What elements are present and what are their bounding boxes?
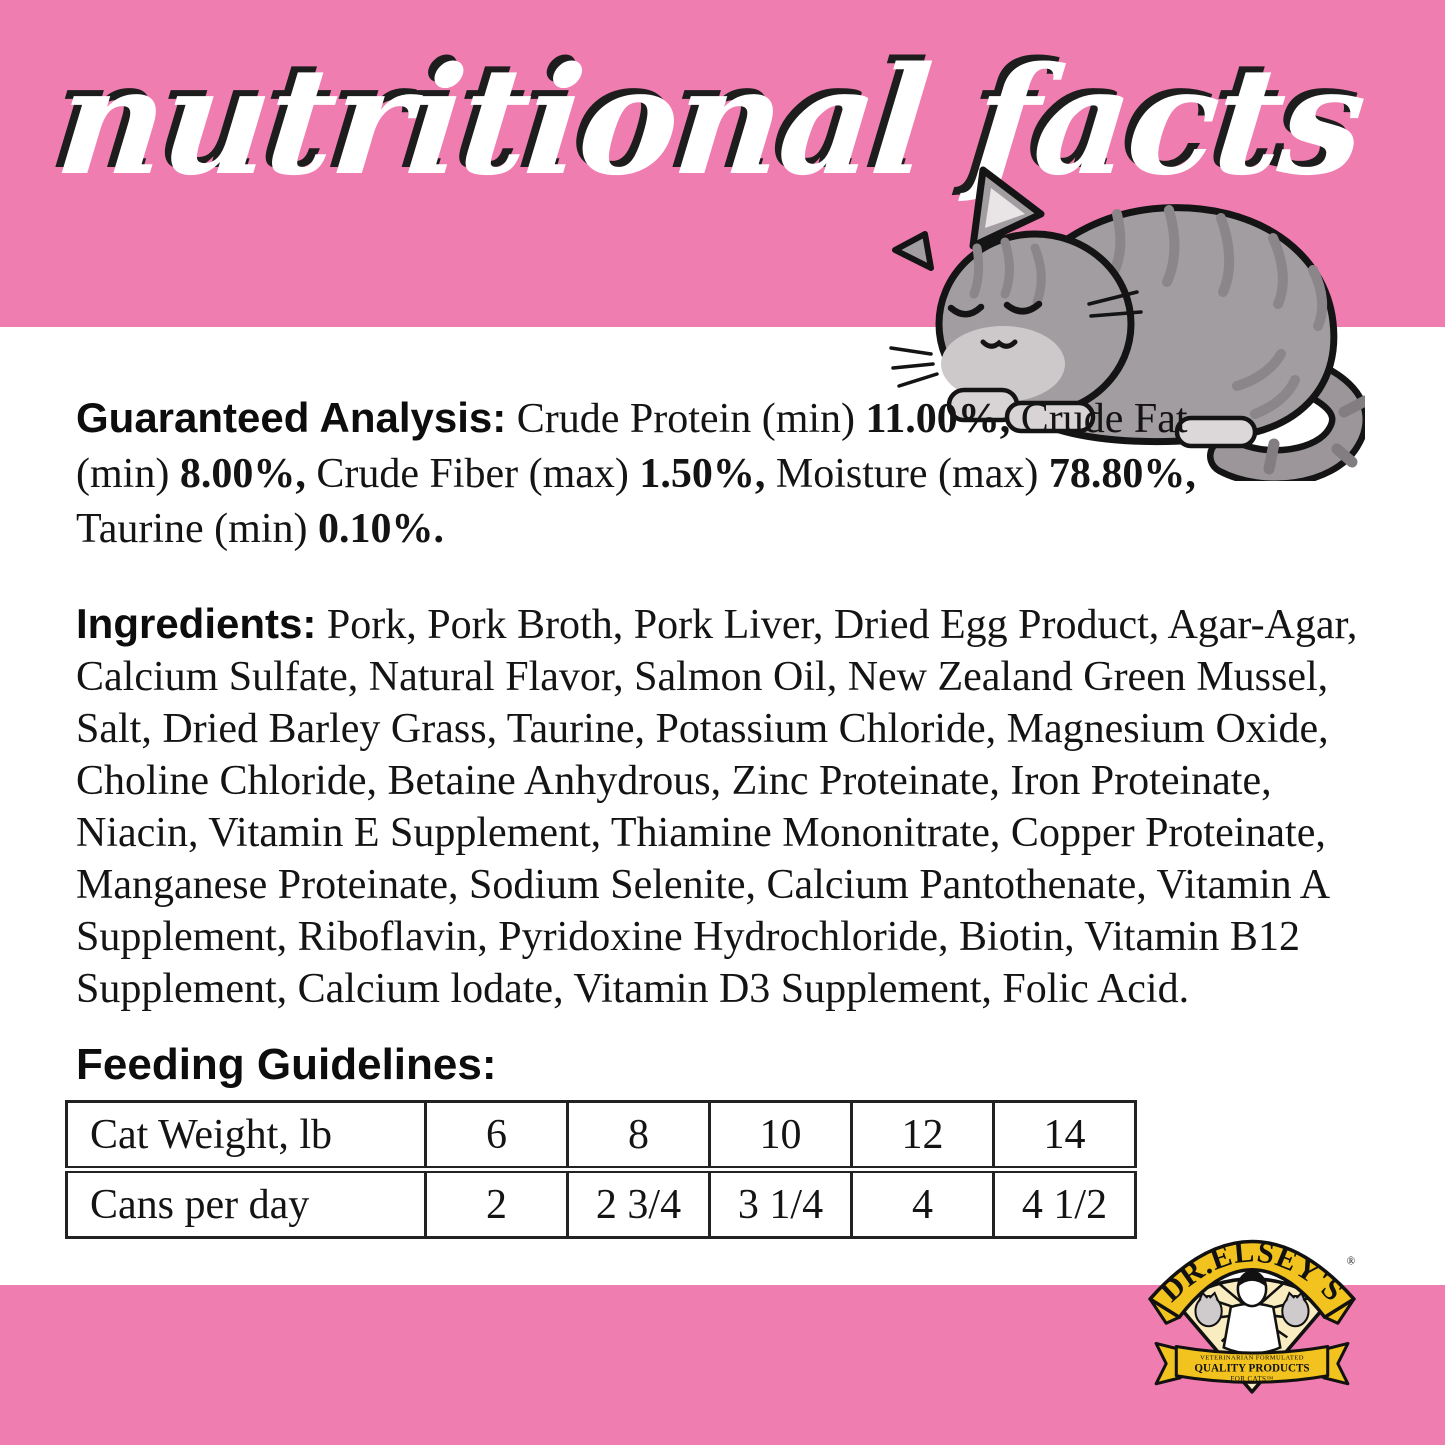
ga-text: Taurine (min) — [76, 506, 318, 552]
logo-portrait-hair — [1237, 1271, 1267, 1287]
table-row-cans: Cans per day 2 2 3/4 3 1/4 4 4 1/2 — [65, 1168, 1137, 1239]
cat-whiskers — [889, 290, 1143, 388]
logo-cat-left — [1194, 1294, 1223, 1328]
cat-mouth — [980, 339, 1018, 349]
ingredients-section: Ingredients: Pork, Pork Broth, Pork Live… — [76, 598, 1426, 1015]
cell-cans-14: 4 1/2 — [992, 1168, 1137, 1239]
ingredients-line: Niacin, Vitamin E Supplement, Thiamine M… — [76, 810, 1326, 856]
logo-cat-right — [1281, 1294, 1310, 1328]
cell-weight-14: 14 — [992, 1100, 1137, 1173]
ga-value: 11.00%, — [865, 396, 1011, 442]
ga-label: Guaranteed Analysis: — [76, 394, 507, 441]
ga-value: 0.10%. — [317, 506, 444, 552]
guaranteed-analysis-section: Guaranteed Analysis: Crude Protein (min)… — [76, 390, 1421, 557]
ga-line: Taurine (min) 0.10%. — [76, 502, 1421, 557]
cell-cans-8: 2 3/4 — [566, 1168, 711, 1239]
cat-closed-eyes — [947, 300, 1043, 318]
ga-value: 8.00%, — [179, 451, 306, 497]
ribbon-text-main: QUALITY PRODUCTS — [1194, 1363, 1309, 1375]
cell-weight-label: Cat Weight, lb — [65, 1100, 427, 1173]
ingredients-text: Pork, Pork Broth, Pork Liver, Dried Egg … — [316, 602, 1358, 648]
ga-text: Crude Fiber (max) — [305, 451, 640, 497]
cell-weight-10: 10 — [708, 1100, 853, 1173]
feeding-guidelines-heading: Feeding Guidelines: — [76, 1040, 497, 1089]
table-row-weight: Cat Weight, lb 6 8 10 12 14 — [65, 1100, 1137, 1173]
ingredients-line: Calcium Sulfate, Natural Flavor, Salmon … — [76, 654, 1329, 700]
ingredients-line: Ingredients: Pork, Pork Broth, Pork Live… — [76, 598, 1426, 651]
cat-front-paw-right — [1004, 400, 1096, 434]
ribbon-text-top: VETERINARIAN FORMULATED — [1200, 1355, 1304, 1362]
feeding-table: Cat Weight, lb 6 8 10 12 14 Cans per day… — [65, 1100, 1137, 1239]
cell-cans-12: 4 — [850, 1168, 995, 1239]
ingredients-label: Ingredients: — [76, 600, 317, 647]
cat-forehead-stripes — [969, 237, 1046, 307]
cell-weight-12: 12 — [850, 1100, 995, 1173]
cell-cans-10: 3 1/4 — [708, 1168, 853, 1239]
ga-text: (min) — [76, 451, 180, 497]
cat-muzzle — [941, 326, 1065, 402]
ga-value: 78.80%, — [1048, 451, 1196, 497]
cat-body-stripes — [1106, 205, 1328, 419]
cat-ear-big-inner — [985, 188, 1025, 228]
ingredients-line: Salt, Dried Barley Grass, Taurine, Potas… — [76, 706, 1329, 752]
cell-weight-8: 8 — [566, 1100, 711, 1173]
ga-value: 1.50%, — [639, 451, 766, 497]
ga-line: (min) 8.00%, Crude Fiber (max) 1.50%, Mo… — [76, 447, 1421, 502]
logo-portrait-shirt — [1222, 1302, 1282, 1355]
sleeping-cat-illustration — [889, 166, 1365, 481]
dr-elseys-logo: DR.ELSEY'S ® VETERINARIAN FORMULATED QUA… — [1148, 1234, 1356, 1394]
registered-mark: ® — [1347, 1256, 1355, 1268]
ga-text: Crude Fat — [1010, 396, 1188, 442]
ribbon-text-sub: FOR CATS™ — [1230, 1375, 1273, 1383]
cell-cans-label: Cans per day — [65, 1168, 427, 1239]
cell-weight-6: 6 — [424, 1100, 569, 1173]
ingredients-line: Manganese Proteinate, Sodium Selenite, C… — [76, 862, 1331, 908]
ga-text: Moisture (max) — [765, 451, 1049, 497]
ga-line: Guaranteed Analysis: Crude Protein (min)… — [76, 390, 1421, 447]
ga-text: Crude Protein (min) — [506, 396, 866, 442]
cat-ear-small — [892, 231, 934, 271]
logo-ribbon — [1174, 1344, 1330, 1384]
ingredients-line: Choline Chloride, Betaine Anhydrous, Zin… — [76, 758, 1272, 804]
cell-cans-6: 2 — [424, 1168, 569, 1239]
logo-arch — [1148, 1239, 1356, 1319]
ingredients-line: Supplement, Riboflavin, Pyridoxine Hydro… — [76, 914, 1300, 960]
ingredients-line: Supplement, Calcium lodate, Vitamin D3 S… — [76, 966, 1190, 1012]
cat-hind-paw — [1174, 415, 1258, 449]
